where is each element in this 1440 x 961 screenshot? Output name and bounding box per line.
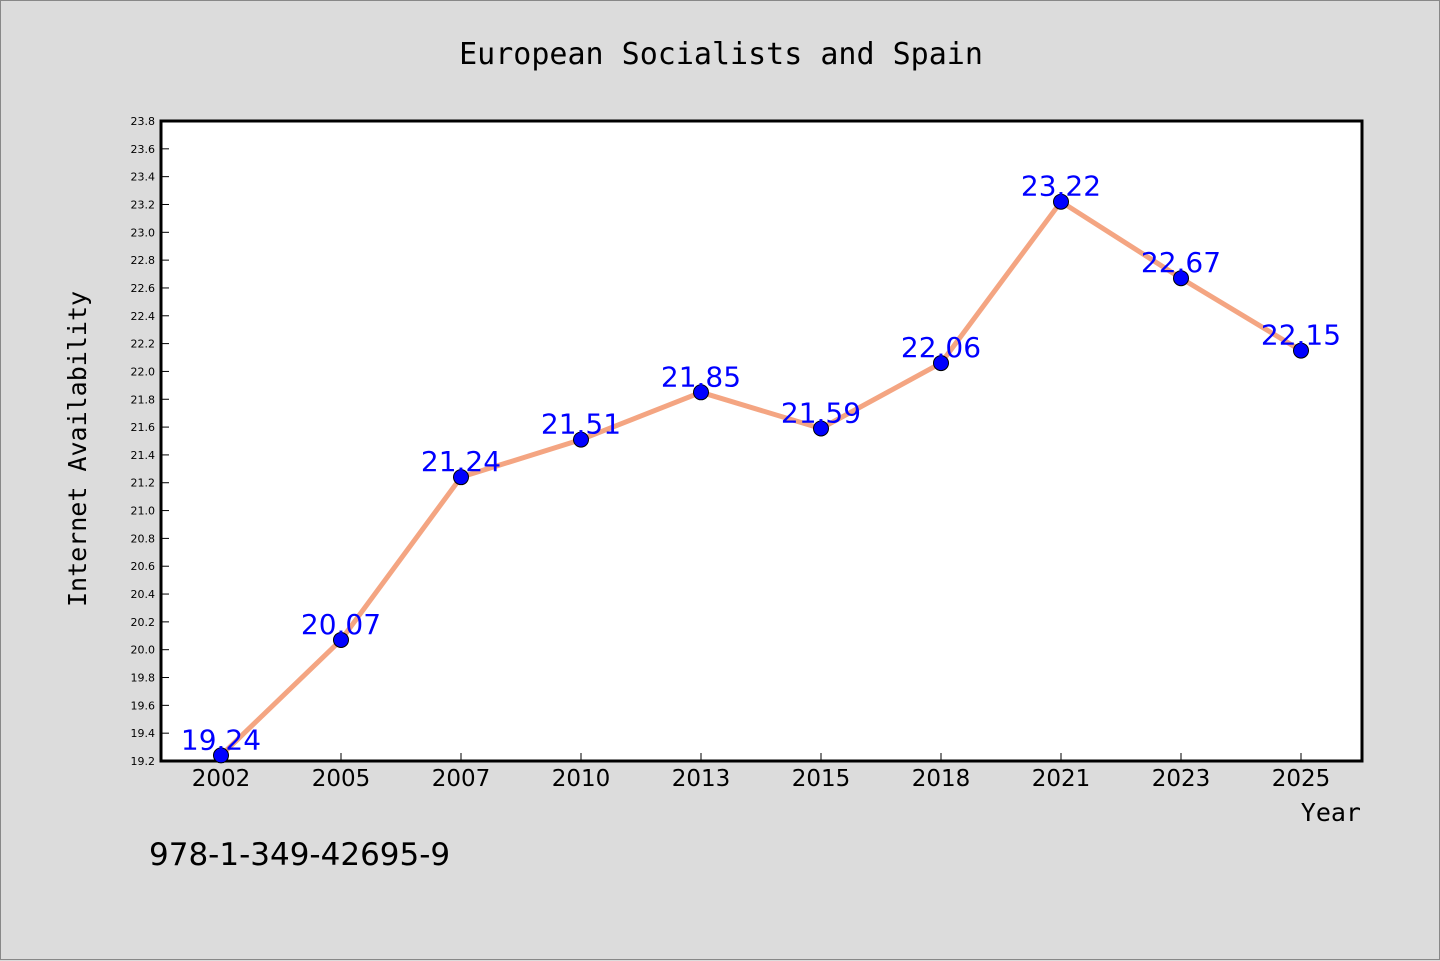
y-tick-label: 22.2 bbox=[131, 338, 156, 351]
y-tick-label: 21.6 bbox=[131, 421, 156, 434]
data-label: 22.06 bbox=[901, 331, 981, 364]
y-tick-label: 23.0 bbox=[131, 226, 156, 239]
x-tick-label: 2015 bbox=[792, 766, 851, 792]
x-tick-label: 2002 bbox=[192, 766, 251, 792]
x-tick-label: 2018 bbox=[912, 766, 971, 792]
y-tick-label: 21.8 bbox=[131, 393, 156, 406]
y-tick-label: 22.6 bbox=[131, 282, 156, 295]
data-label: 19.24 bbox=[181, 723, 261, 756]
data-point bbox=[1173, 270, 1189, 287]
data-point bbox=[573, 431, 589, 448]
data-point bbox=[1053, 193, 1069, 210]
data-label: 21.24 bbox=[421, 445, 501, 478]
x-tick-label: 2025 bbox=[1272, 766, 1331, 792]
y-tick-label: 23.4 bbox=[131, 171, 156, 184]
y-tick-label: 20.6 bbox=[131, 560, 156, 573]
x-tick-label: 2007 bbox=[432, 766, 491, 792]
y-axis-label: Internet Availability bbox=[63, 291, 92, 607]
x-axis-label: Year bbox=[1301, 798, 1361, 827]
x-tick-label: 2021 bbox=[1032, 766, 1091, 792]
x-axis-ticks: 2002 2005 2007 2010 2013 2015 2018 2021 2023 2025 bbox=[192, 753, 1331, 792]
data-point bbox=[333, 631, 349, 648]
plot-area bbox=[159, 119, 1364, 763]
y-tick-label: 20.2 bbox=[131, 616, 156, 629]
data-label: 20.07 bbox=[301, 608, 381, 641]
y-tick-label: 23.8 bbox=[131, 115, 156, 128]
data-point bbox=[453, 469, 469, 486]
data-label: 21.51 bbox=[541, 408, 621, 441]
y-tick-label: 20.0 bbox=[131, 644, 156, 657]
x-tick-label: 2013 bbox=[672, 766, 731, 792]
data-points bbox=[213, 193, 1309, 764]
y-tick-label: 21.2 bbox=[131, 477, 156, 490]
x-tick-label: 2010 bbox=[552, 766, 611, 792]
data-label: 22.15 bbox=[1261, 319, 1341, 352]
y-tick-label: 20.8 bbox=[131, 532, 156, 545]
y-tick-label: 23.6 bbox=[131, 143, 156, 156]
x-tick-label: 2005 bbox=[312, 766, 371, 792]
data-label: 22.67 bbox=[1141, 246, 1221, 279]
data-label: 21.85 bbox=[661, 360, 741, 393]
chart-title: European Socialists and Spain bbox=[459, 37, 983, 72]
y-tick-label: 22.0 bbox=[131, 365, 156, 378]
data-point bbox=[1293, 342, 1309, 359]
data-point bbox=[933, 355, 949, 372]
data-point bbox=[813, 420, 829, 437]
y-tick-label: 22.8 bbox=[131, 254, 156, 267]
y-tick-label: 19.2 bbox=[131, 755, 156, 768]
y-tick-label: 19.8 bbox=[131, 672, 156, 685]
y-tick-label: 21.0 bbox=[131, 505, 156, 518]
x-tick-label: 2023 bbox=[1152, 766, 1211, 792]
y-tick-label: 20.4 bbox=[131, 588, 156, 601]
y-tick-label: 22.4 bbox=[131, 310, 156, 323]
data-label: 23.22 bbox=[1021, 170, 1101, 203]
isbn-text: 978-1-349-42695-9 bbox=[149, 837, 450, 873]
y-tick-label: 19.4 bbox=[131, 727, 156, 740]
data-point bbox=[693, 384, 709, 401]
y-axis-ticks: 19.2 19.4 19.6 19.8 20.0 20.2 20.4 20.6 20.8 21.0… bbox=[131, 115, 169, 768]
y-tick-label: 21.4 bbox=[131, 449, 156, 462]
data-labels: 19.24 20.07 21.24 21.51 21.85 21.59 22.06 23.22… bbox=[181, 170, 1341, 757]
y-tick-label: 19.6 bbox=[131, 699, 156, 712]
data-label: 21.59 bbox=[781, 396, 861, 429]
y-tick-label: 23.2 bbox=[131, 198, 156, 211]
data-point bbox=[213, 747, 229, 764]
series-line bbox=[218, 199, 1304, 758]
